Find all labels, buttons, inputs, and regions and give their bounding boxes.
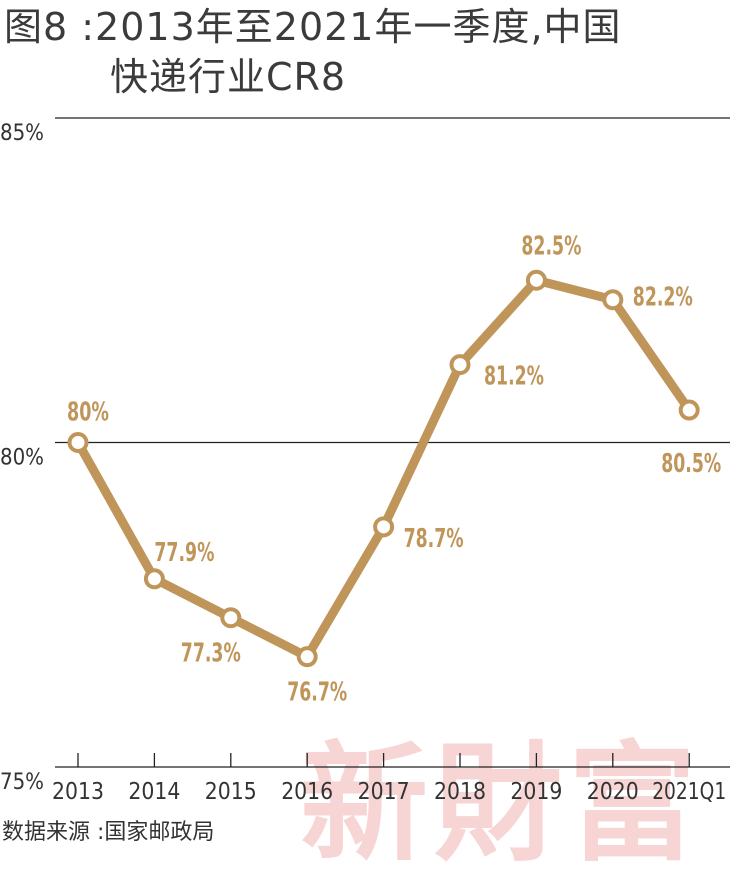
data-point: [296, 646, 318, 668]
data-point: [678, 399, 700, 421]
data-point: [220, 607, 242, 629]
data-point: [67, 432, 89, 453]
data-label: 82.5%: [521, 231, 581, 261]
data-label: 82.2%: [633, 283, 693, 313]
data-point: [143, 568, 165, 590]
data-label: 78.7%: [404, 524, 464, 554]
x-tick-label: 2020: [587, 779, 639, 805]
source-note: 数据来源 :国家邮政局: [2, 820, 215, 845]
data-label: 77.9%: [154, 538, 214, 568]
y-tick-label: 85%: [0, 121, 44, 146]
x-tick-label: 2015: [205, 779, 257, 805]
data-point: [602, 289, 624, 311]
x-tick-label: 2013: [52, 779, 104, 805]
x-tick-label: 2019: [510, 779, 562, 805]
data-point: [449, 354, 471, 376]
data-label: 81.2%: [484, 362, 544, 392]
series-line: [73, 275, 694, 662]
y-tick-label: 80%: [0, 446, 44, 471]
chart-title-line1: 图8 :2013年至2021年一季度,中国: [4, 5, 622, 49]
x-tick-label: 2016: [281, 779, 333, 805]
data-label: 80%: [67, 398, 109, 428]
data-point: [525, 269, 547, 291]
data-label: 76.7%: [287, 678, 347, 708]
x-tick-label: 2017: [358, 779, 410, 805]
x-tick-label: 2018: [434, 779, 486, 805]
x-tick-label: 2021Q1: [652, 779, 726, 805]
data-label: 77.3%: [181, 639, 241, 669]
data-point: [373, 516, 395, 538]
line-chart: 75% 80% 85% 2013 2014 2015 2016 2017 2018 2019 202…: [0, 117, 730, 805]
chart-title: 图8 :2013年至2021年一季度,中国 快递行业CR8: [4, 2, 622, 102]
y-tick-label: 75%: [0, 770, 44, 795]
chart-title-line2: 快递行业CR8: [110, 55, 347, 99]
data-label: 80.5%: [661, 449, 721, 479]
x-tick-label: 2014: [128, 779, 180, 805]
